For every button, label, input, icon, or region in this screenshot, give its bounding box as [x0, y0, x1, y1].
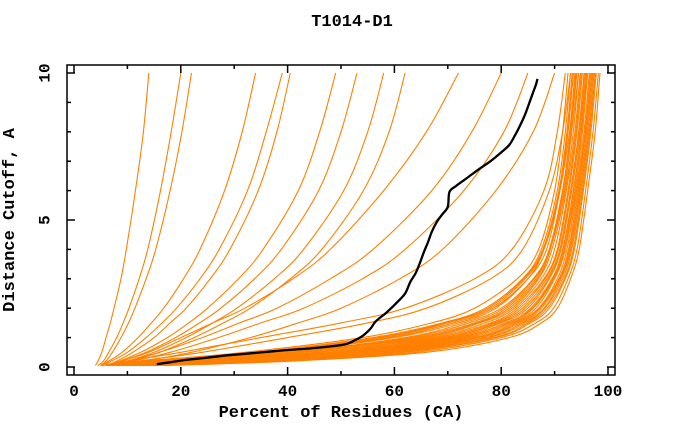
prediction-curve-model-03 [100, 72, 193, 366]
prediction-curve-model-23 [111, 72, 578, 367]
prediction-curve-model-11 [105, 72, 459, 367]
prediction-curve-model-01 [94, 72, 150, 366]
prediction-curve-model-10 [111, 72, 406, 367]
prediction-curve-model-21 [100, 72, 569, 367]
y-tick-label: 10 [37, 63, 55, 82]
prediction-curve-model-08 [108, 72, 358, 367]
prediction-curve-model-13 [111, 72, 529, 367]
x-tick-label: 80 [492, 383, 511, 401]
prediction-curve-model-06 [105, 72, 291, 367]
prediction-curve-model-12 [105, 72, 502, 367]
y-tick-label: 0 [37, 362, 55, 372]
chart-title: T1014-D1 [311, 13, 393, 32]
prediction-curve-model-45 [100, 72, 566, 367]
highlighted-curve-highlighted-model [156, 78, 539, 366]
prediction-curve-model-39 [159, 72, 599, 367]
y-axis-label: Distance Cutoff, A [1, 127, 20, 311]
prediction-curve-model-36 [122, 72, 586, 367]
prediction-curve-model-33 [116, 72, 581, 367]
prediction-curve-model-02 [97, 72, 182, 366]
prediction-curve-model-41 [164, 72, 601, 367]
prediction-curve-model-07 [105, 72, 337, 367]
axes-layer: 0 20 40 60 80 100 0 5 10 [37, 63, 623, 401]
y-tick-label: 5 [37, 215, 55, 225]
x-tick-label: 0 [69, 383, 79, 401]
prediction-curve-model-42 [143, 72, 594, 367]
prediction-curve-model-38 [127, 72, 588, 367]
prediction-curve-model-44 [148, 72, 596, 367]
prediction-curve-model-40 [138, 72, 592, 367]
prediction-curve-model-09 [111, 72, 385, 367]
prediction-curve-model-16 [111, 72, 577, 367]
prediction-curve-model-14 [116, 72, 556, 367]
prediction-curve-model-29 [111, 72, 577, 367]
x-tick-label: 20 [171, 383, 190, 401]
x-tick-label: 100 [594, 383, 623, 401]
prediction-curve-model-05 [103, 72, 283, 366]
prediction-curve-model-34 [132, 72, 589, 367]
x-tick-label: 60 [385, 383, 404, 401]
prediction-curve-model-27 [116, 72, 580, 367]
x-axis-label: Percent of Residues (CA) [219, 404, 464, 423]
prediction-curve-model-04 [100, 72, 257, 366]
prediction-curve-model-46 [105, 72, 572, 367]
x-tick-label: 40 [278, 383, 297, 401]
curves-layer [94, 72, 601, 367]
